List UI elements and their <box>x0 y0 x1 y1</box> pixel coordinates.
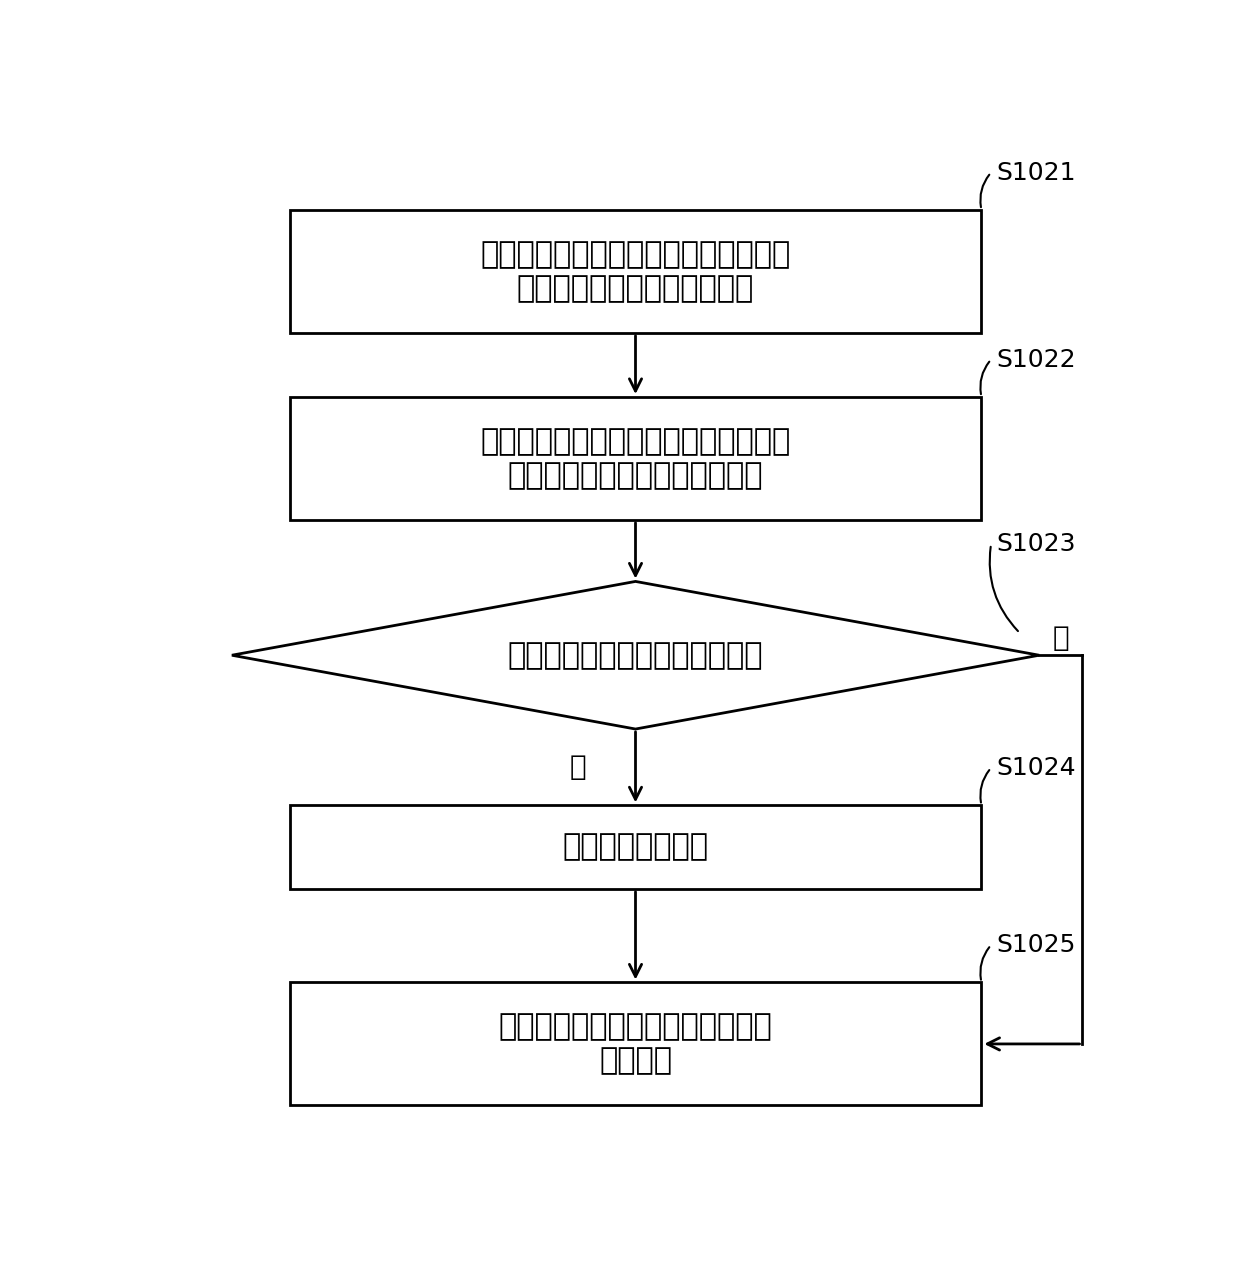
Bar <box>290 805 982 889</box>
Bar <box>290 210 982 334</box>
Text: S1024: S1024 <box>996 755 1075 780</box>
Text: S1025: S1025 <box>996 933 1075 957</box>
Text: 是: 是 <box>569 753 587 781</box>
Text: S1021: S1021 <box>996 161 1075 184</box>
FancyArrowPatch shape <box>981 175 990 207</box>
FancyArrowPatch shape <box>981 947 990 980</box>
Polygon shape <box>232 581 1039 728</box>
Text: 根据所述有效値数量和无效値数量计算
每个所述变量数据对应的缺失値: 根据所述有效値数量和无效値数量计算 每个所述变量数据对应的缺失値 <box>480 427 791 489</box>
Text: S1022: S1022 <box>996 348 1075 372</box>
Text: 否: 否 <box>1053 624 1070 652</box>
Text: 删除所述变量数据: 删除所述变量数据 <box>563 833 708 861</box>
FancyArrowPatch shape <box>990 547 1018 631</box>
Bar <box>290 983 982 1105</box>
FancyArrowPatch shape <box>981 771 990 803</box>
FancyArrowPatch shape <box>981 362 990 394</box>
Text: S1023: S1023 <box>996 532 1075 556</box>
Bar <box>290 397 982 520</box>
Text: 统计多个所述客户数据中的变量数据对
应的有效値数量和无效値数量: 统计多个所述客户数据中的变量数据对 应的有效値数量和无效値数量 <box>480 240 791 303</box>
Text: 判断所述缺失値是否大于预设値: 判断所述缺失値是否大于预设値 <box>507 640 764 670</box>
Text: 对客户数据中无效的变量数据进行
补零处理: 对客户数据中无效的变量数据进行 补零处理 <box>498 1012 773 1075</box>
